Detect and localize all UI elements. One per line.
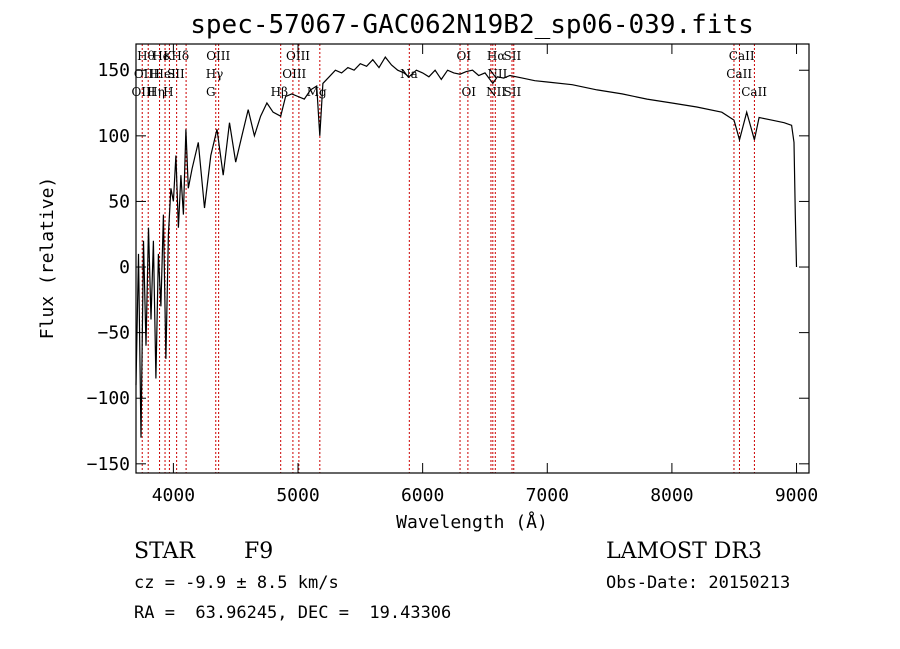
line-annotation-H: H — [149, 67, 159, 81]
line-annotation-OI: OI — [456, 49, 471, 63]
line-annotation-H: H — [163, 85, 173, 99]
y-tick-label: 150 — [97, 60, 130, 81]
line-annotation-K: K — [163, 49, 173, 63]
line-annotation-CaII: CaII — [741, 85, 767, 99]
line-annotation-Hθ: Hθ — [137, 49, 155, 63]
line-annotation-SII: SII — [167, 67, 185, 81]
line-annotation-Hη: Hη — [147, 85, 165, 99]
chart-title: spec-57067-GAC062N19B2_sp06-039.fits — [190, 10, 754, 40]
line-annotation-Hδ: Hδ — [171, 49, 189, 63]
observation-date: Obs-Date: 20150213 — [606, 573, 791, 593]
x-tick-label: 8000 — [650, 485, 693, 506]
y-tick-label: 0 — [119, 257, 130, 278]
redshift-cz: cz = -9.9 ± 8.5 km/s — [134, 573, 339, 593]
line-annotation-OI: OI — [461, 85, 476, 99]
line-annotation-G: G — [206, 85, 216, 99]
spectrum-series-line — [135, 56, 798, 438]
line-annotation-CaII: CaII — [729, 49, 755, 63]
ra-dec-coordinates: RA = 63.96245, DEC = 19.43306 — [134, 603, 452, 623]
y-axis: −150 −100 −50 0 50 100 150 — [87, 60, 809, 475]
line-annotation-Na: Na — [400, 67, 418, 81]
line-annotation-HeI: HeI — [154, 67, 177, 81]
line-annotation-OIII: OIII — [131, 85, 155, 99]
x-tick-label: 5000 — [276, 485, 319, 506]
line-annotation-NII: NII — [487, 67, 507, 81]
line-annotation-Hα: Hα — [487, 49, 506, 63]
line-markers — [141, 44, 755, 473]
line-annotation-OIII: OIII — [286, 49, 310, 63]
line-annotation-OIII: OIII — [206, 49, 230, 63]
plot-frame — [135, 43, 810, 474]
object-class: STAR — [134, 539, 195, 564]
x-tick-label: 6000 — [401, 485, 444, 506]
x-axis-label: Wavelength (Å) — [396, 511, 548, 533]
line-annotation-Hϵ: Hϵ — [152, 49, 169, 63]
survey-name: LAMOST DR3 — [606, 539, 762, 564]
line-annotation-SII: SII — [504, 85, 522, 99]
x-tick-label: 4000 — [152, 485, 195, 506]
y-tick-label: −50 — [97, 323, 130, 344]
line-annotation-OII: OII — [134, 67, 154, 81]
line-annotation-Mg: Mg — [307, 85, 327, 99]
line-annotation-CaII: CaII — [726, 67, 752, 81]
line-annotation-Hβ: Hβ — [271, 85, 288, 99]
line-annotation-OIII: OIII — [282, 67, 306, 81]
x-tick-label: 7000 — [526, 485, 569, 506]
y-tick-label: 100 — [97, 126, 130, 147]
line-annotation-Hγ: Hγ — [206, 67, 224, 81]
y-tick-label: 50 — [108, 191, 130, 212]
y-tick-label: −100 — [87, 388, 130, 409]
line-annotation-SII: SII — [504, 49, 522, 63]
y-axis-label: Flux (relative) — [37, 177, 58, 340]
x-tick-label: 9000 — [775, 485, 818, 506]
y-tick-label: −150 — [87, 454, 130, 475]
spectrum-chart: spec-57067-GAC062N19B2_sp06-039.fits 400… — [37, 10, 818, 533]
line-annotation-NII: NII — [486, 85, 506, 99]
x-axis: 4000 5000 6000 7000 8000 9000 — [152, 44, 818, 506]
object-subclass: F9 — [244, 539, 274, 564]
